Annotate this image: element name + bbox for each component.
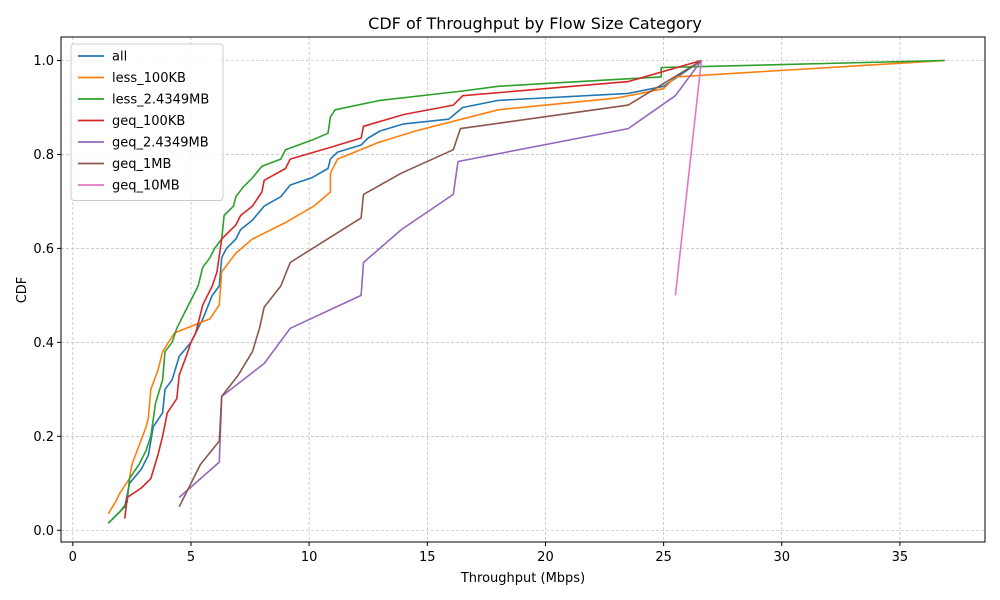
series-line-less_100KB — [107, 59, 945, 515]
x-tick-label: 15 — [419, 550, 436, 565]
legend-label-all: all — [112, 50, 127, 65]
x-axis-label: Throughput (Mbps) — [460, 571, 585, 586]
legend-label-geq_10MB: geq_10MB — [112, 179, 180, 194]
series-line-geq_10MB — [674, 60, 703, 296]
legend-box — [70, 43, 224, 201]
series-line-all — [107, 59, 702, 524]
legend: all less_100KB less_2.4349MB geq_100KB geq_2… — [70, 43, 224, 201]
series-line-geq_2.4349MB — [178, 60, 703, 499]
plot-area — [107, 59, 945, 524]
x-tick-label: 25 — [655, 550, 672, 565]
y-tick-label: 0.6 — [33, 242, 54, 257]
x-tick-label: 30 — [773, 550, 790, 565]
y-axis-label: CDF — [15, 277, 30, 304]
legend-label-geq_100KB: geq_100KB — [112, 114, 185, 129]
legend-label-less_2.4349MB: less_2.4349MB — [112, 93, 209, 108]
series-line-geq_100KB — [124, 59, 702, 519]
chart-title: CDF of Throughput by Flow Size Category — [368, 14, 702, 33]
series-line-geq_1MB — [178, 59, 702, 508]
y-axis-ticks: 0.0 0.2 0.4 0.6 0.8 1.0 — [33, 54, 61, 539]
y-tick-label: 0.8 — [33, 148, 54, 163]
x-tick-label: 0 — [69, 550, 77, 565]
x-tick-label: 5 — [187, 550, 195, 565]
x-tick-label: 20 — [537, 550, 554, 565]
legend-label-geq_1MB: geq_1MB — [112, 157, 171, 172]
y-tick-label: 0.4 — [33, 336, 54, 351]
y-tick-label: 0.2 — [33, 430, 54, 445]
grid-lines — [61, 37, 985, 542]
legend-label-geq_2.4349MB: geq_2.4349MB — [112, 136, 209, 151]
x-tick-label: 10 — [301, 550, 318, 565]
y-tick-label: 0.0 — [33, 524, 54, 539]
legend-label-less_100KB: less_100KB — [112, 71, 186, 86]
series-line-less_2.4349MB — [107, 59, 945, 524]
y-tick-label: 1.0 — [33, 54, 54, 69]
x-tick-label: 35 — [892, 550, 909, 565]
x-axis-ticks: 0 5 10 15 20 25 30 35 — [69, 542, 909, 565]
plot-frame — [60, 36, 986, 543]
